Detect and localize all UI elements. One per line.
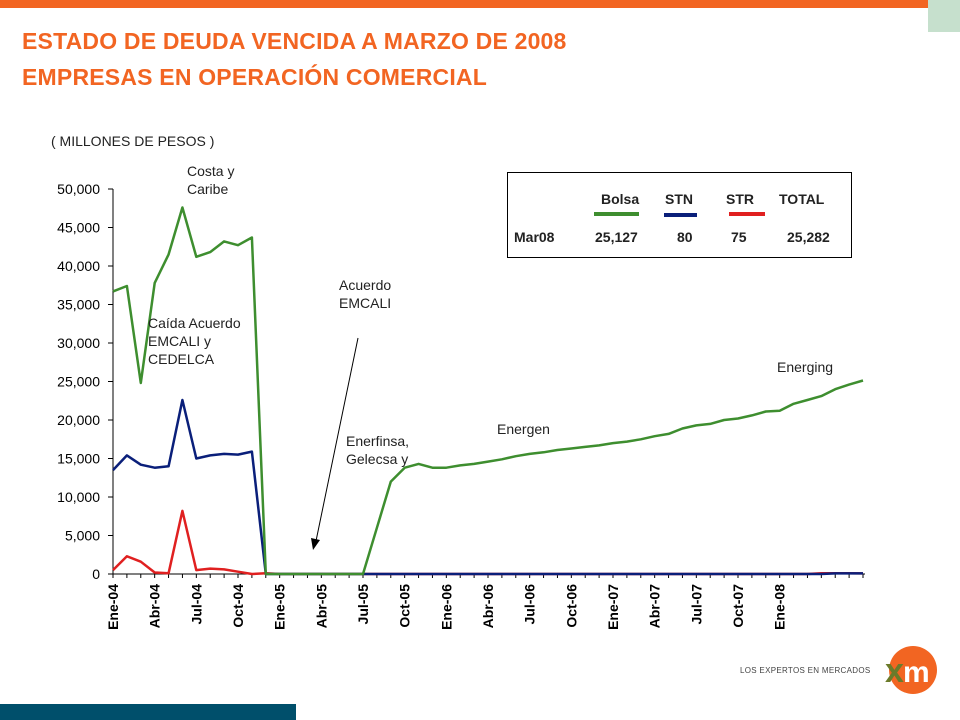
legend-value-stn: 80: [677, 229, 693, 245]
bottom-accent-bar: [0, 704, 296, 720]
svg-text:x: x: [885, 652, 904, 690]
legend-swatch-stn: [664, 213, 697, 217]
top-accent-bar: [0, 0, 928, 8]
x-tick-label: Ene-05: [272, 584, 288, 630]
legend-swatch-bolsa: [594, 212, 639, 216]
series-line-str: [112, 509, 864, 576]
y-tick-label: 35,000: [57, 297, 100, 313]
legend-swatch-str: [729, 212, 765, 216]
series-line-stn: [112, 398, 863, 576]
annotation-caida: CEDELCA: [148, 351, 215, 367]
annotation-enerfinsa: Gelecsa y: [346, 451, 408, 467]
legend-value-bolsa: 25,127: [595, 229, 638, 245]
xm-logo-icon: x m: [885, 646, 937, 694]
annotation-acuerdo: EMCALI: [339, 295, 391, 311]
units-label: ( MILLONES DE PESOS ): [51, 133, 215, 149]
logo-tagline: LOS EXPERTOS EN MERCADOS: [740, 666, 871, 675]
annotation-costa: Costa y: [187, 163, 234, 179]
annotation-arrow-head: [311, 538, 320, 550]
y-tick-label: 30,000: [57, 335, 100, 351]
x-tick-label: Jul-05: [355, 584, 371, 625]
x-tick-label: Ene-07: [605, 584, 621, 630]
x-tick-label: Abr-07: [647, 584, 663, 629]
svg-text:m: m: [903, 656, 930, 689]
x-tick-label: Jul-06: [522, 584, 538, 625]
corner-square: [928, 0, 960, 32]
x-tick-label: Oct-04: [230, 584, 246, 628]
y-tick-label: 45,000: [57, 220, 100, 236]
x-tick-label: Ene-06: [438, 584, 454, 630]
legend-header-bolsa: Bolsa: [601, 191, 640, 207]
page-title: ESTADO DE DEUDA VENCIDA A MARZO DE 2008: [22, 28, 567, 54]
legend-table: Bolsa STN STR TOTAL Mar08 25,127 80 75 2…: [507, 172, 852, 258]
x-tick-label: Abr-06: [480, 584, 496, 629]
x-tick-label: Abr-05: [313, 584, 329, 629]
y-tick-label: 5,000: [65, 528, 100, 544]
y-tick-label: 15,000: [57, 451, 100, 467]
xm-logo: LOS EXPERTOS EN MERCADOS x m: [740, 642, 940, 698]
y-tick-label: 10,000: [57, 489, 100, 505]
y-tick-label: 25,000: [57, 374, 100, 390]
legend-header-str: STR: [726, 191, 754, 207]
annotation-caida: Caída Acuerdo: [148, 315, 241, 331]
legend-value-str: 75: [731, 229, 747, 245]
x-tick-label: Ene-08: [772, 584, 788, 630]
annotation-energing: Energing: [777, 359, 833, 375]
y-tick-label: 0: [92, 566, 100, 582]
legend-header-stn: STN: [665, 191, 693, 207]
y-tick-label: 40,000: [57, 258, 100, 274]
annotation-acuerdo: Acuerdo: [339, 277, 391, 293]
legend-row-label: Mar08: [514, 229, 555, 245]
x-tick-label: Jul-07: [688, 584, 704, 625]
x-tick-label: Ene-04: [105, 584, 121, 630]
annotation-costa: Caribe: [187, 181, 228, 197]
y-tick-label: 50,000: [57, 181, 100, 197]
x-tick-label: Oct-07: [730, 584, 746, 628]
x-tick-label: Jul-04: [188, 584, 204, 625]
y-tick-label: 20,000: [57, 412, 100, 428]
legend-value-total: 25,282: [787, 229, 830, 245]
x-tick-label: Abr-04: [147, 584, 163, 629]
series-line-bolsa: [112, 206, 864, 576]
annotation-energen: Energen: [497, 421, 550, 437]
legend-header-total: TOTAL: [779, 191, 825, 207]
x-tick-label: Oct-06: [563, 584, 579, 628]
page-subtitle: EMPRESAS EN OPERACIÓN COMERCIAL: [22, 64, 487, 90]
annotation-caida: EMCALI y: [148, 333, 211, 349]
annotation-arrow: [315, 337, 359, 542]
x-tick-label: Oct-05: [397, 584, 413, 628]
annotation-enerfinsa: Enerfinsa,: [346, 433, 409, 449]
